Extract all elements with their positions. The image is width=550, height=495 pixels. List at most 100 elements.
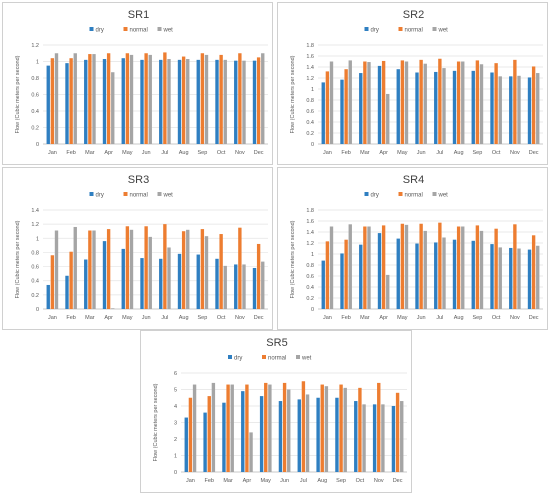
bar-normal-aug (456, 226, 461, 309)
bar-normal-nov (238, 227, 242, 309)
legend-label-normal: normal (405, 28, 423, 34)
y-tick-label: 1.6 (306, 219, 314, 225)
x-tick-label: Jan (48, 150, 57, 156)
y-tick-label: 1.2 (306, 241, 314, 247)
y-tick-label: 2 (174, 437, 177, 443)
bar-dry-jun (140, 258, 144, 309)
bar-wet-aug (324, 386, 329, 472)
bar-wet-jan (329, 61, 334, 144)
bar-dry-sep (196, 254, 200, 309)
bar-wet-may (129, 229, 134, 309)
x-tick-label: Oct (492, 150, 501, 156)
legend-label-normal: normal (130, 28, 148, 34)
bar-normal-jul (301, 381, 306, 472)
bar-normal-jul (163, 224, 167, 309)
bar-wet-jun (423, 63, 427, 145)
bar-dry-oct (215, 258, 219, 309)
bar-dry-dec (391, 406, 396, 472)
bar-dry-nov (509, 247, 513, 309)
bar-dry-jul (297, 399, 301, 472)
x-tick-label: Apr (379, 315, 388, 321)
bar-normal-oct (219, 234, 223, 309)
chart-title: SR2 (403, 9, 424, 21)
y-tick-label: 0.2 (31, 126, 39, 132)
bar-dry-jun (278, 401, 283, 472)
x-tick-label: Mar (85, 150, 95, 156)
bar-normal-oct (219, 54, 223, 144)
bar-normal-feb (207, 396, 211, 472)
chart-title: SR3 (128, 174, 149, 186)
x-tick-label: May (397, 315, 408, 321)
y-tick-label: 0.8 (306, 98, 314, 104)
bar-normal-jul (438, 222, 442, 309)
bar-normal-dec (531, 235, 536, 309)
bar-normal-feb (69, 251, 73, 309)
bar-normal-apr (106, 229, 111, 309)
y-tick-label: 0.2 (306, 131, 314, 137)
x-tick-label: Dec (254, 150, 264, 156)
y-tick-label: 1 (36, 60, 39, 66)
legend-label-wet: wet (438, 28, 449, 34)
y-tick-label: 1.2 (306, 76, 314, 82)
bar-dry-jul (159, 59, 163, 144)
x-tick-label: May (122, 150, 133, 156)
x-tick-label: Jul (436, 150, 443, 156)
bar-wet-feb (348, 60, 352, 144)
bar-wet-oct (498, 76, 502, 144)
bar-normal-jan (188, 397, 193, 472)
legend-label-dry: dry (96, 193, 104, 199)
bar-normal-oct (358, 387, 362, 472)
bar-normal-nov (513, 224, 517, 309)
legend-swatch-dry (228, 355, 232, 359)
bar-wet-sep (204, 54, 209, 144)
x-tick-label: Aug (454, 315, 464, 321)
x-tick-label: Jul (300, 478, 307, 484)
x-tick-label: Jun (417, 315, 426, 321)
bar-normal-dec (256, 243, 261, 309)
y-tick-label: 0 (36, 142, 39, 148)
bar-wet-nov (381, 404, 385, 472)
bar-wet-feb (73, 226, 77, 309)
chart-title: SR1 (128, 9, 149, 21)
bar-wet-jun (148, 236, 152, 309)
x-tick-label: Dec (393, 478, 403, 484)
bar-wet-jul (442, 68, 446, 144)
bar-wet-mar (92, 54, 96, 145)
x-tick-label: Feb (341, 150, 350, 156)
x-tick-label: Aug (317, 478, 327, 484)
y-tick-label: 0.6 (306, 274, 314, 280)
y-tick-label: 1.8 (306, 208, 314, 214)
legend-label-normal: normal (130, 193, 148, 199)
x-tick-label: Mar (85, 315, 95, 321)
x-tick-label: Aug (179, 150, 189, 156)
x-tick-label: Oct (217, 150, 226, 156)
bar-wet-feb (73, 53, 77, 144)
x-tick-label: Jan (323, 150, 332, 156)
legend-swatch-wet (296, 355, 300, 359)
bar-dry-dec (252, 60, 257, 144)
y-tick-label: 0.2 (31, 293, 39, 299)
bar-wet-nov (517, 248, 521, 309)
bar-wet-mar (92, 230, 96, 309)
bar-wet-jan (54, 53, 59, 144)
bar-normal-feb (69, 58, 73, 145)
bar-dry-feb (65, 275, 69, 309)
chart-panel-sr5: SR5 dry normal wet 0 1 2 3 4 5 6 Flow (Cubic meters… (140, 330, 412, 493)
chart-title: SR4 (403, 174, 424, 186)
bar-wet-dec (536, 73, 540, 144)
bar-dry-aug (316, 397, 320, 472)
y-tick-label: 0.4 (31, 279, 39, 285)
x-tick-label: Jun (142, 150, 151, 156)
bar-normal-mar (363, 61, 367, 144)
x-tick-label: Oct (356, 478, 365, 484)
bar-normal-mar (226, 384, 230, 472)
x-tick-label: Mar (360, 150, 370, 156)
bar-dry-aug (452, 239, 457, 309)
y-tick-label: 0.8 (31, 76, 39, 82)
y-tick-label: 0.6 (31, 265, 39, 271)
bar-dry-apr (241, 391, 245, 472)
x-tick-label: Feb (341, 315, 350, 321)
bar-wet-oct (362, 404, 366, 472)
legend-swatch-dry (364, 27, 369, 31)
bar-wet-oct (223, 59, 227, 144)
